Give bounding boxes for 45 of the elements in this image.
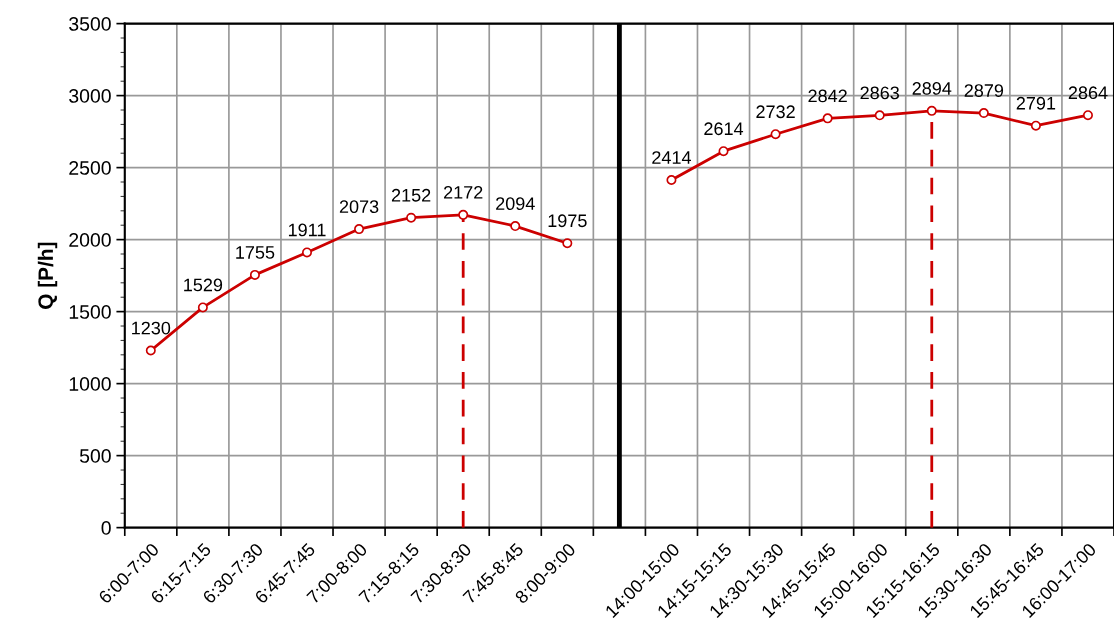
data-label: 2894 (912, 82, 952, 95)
y-tick-label: 2000 (69, 233, 111, 247)
point (562, 238, 573, 249)
data-label: 1755 (236, 246, 275, 259)
data-label: 2172 (444, 185, 483, 199)
point (1030, 120, 1041, 131)
data-label: 2094 (496, 197, 535, 211)
data-label: 2073 (339, 200, 379, 214)
y-tick-label: 0 (101, 521, 111, 535)
y-tick-label: 1500 (69, 305, 111, 319)
point (718, 146, 729, 157)
data-label: 2614 (704, 122, 744, 136)
data-label: 1230 (132, 321, 171, 335)
data-label: 1911 (288, 223, 326, 237)
y-tick-label: 2500 (69, 161, 111, 175)
point (978, 108, 989, 119)
point (1082, 110, 1093, 121)
point (874, 110, 885, 121)
data-label: 2732 (756, 105, 795, 119)
point (666, 174, 677, 185)
point (458, 209, 469, 220)
point (301, 247, 312, 258)
point (354, 224, 365, 235)
data-label: 1975 (548, 214, 587, 228)
point (197, 302, 208, 313)
y-axis-title: Q [P/h] (37, 242, 58, 309)
data-label: 2863 (860, 86, 899, 100)
data-label: 2842 (808, 89, 847, 103)
point (926, 105, 937, 116)
point (822, 113, 833, 124)
point (510, 221, 521, 232)
data-label: 2152 (391, 188, 431, 202)
point (770, 129, 781, 140)
y-tick-label: 3500 (69, 17, 111, 31)
point (145, 345, 156, 356)
data-label: 2879 (964, 84, 1004, 97)
y-tick-label: 1000 (69, 377, 111, 391)
data-label: 1529 (184, 278, 223, 292)
y-tick-label: 500 (79, 449, 111, 463)
data-label: 2414 (652, 151, 692, 164)
point (406, 212, 417, 223)
y-tick-label: 3000 (69, 89, 111, 103)
data-label: 2864 (1068, 86, 1108, 100)
data-label: 2791 (1016, 96, 1056, 110)
point (249, 269, 260, 280)
